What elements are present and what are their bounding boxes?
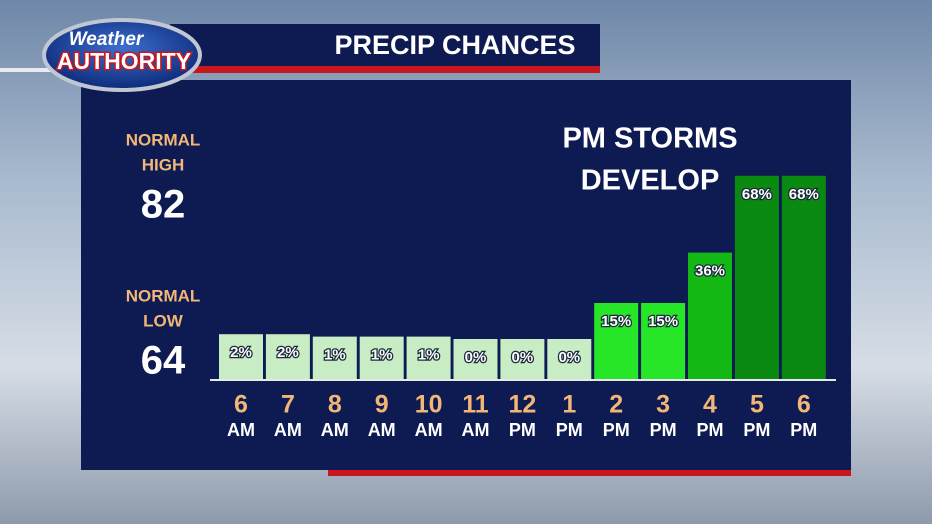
annotation: DEVELOP — [581, 165, 720, 197]
value-label: 2% — [230, 344, 252, 361]
value-label: 1% — [371, 347, 393, 364]
x-tick-label: PM — [509, 420, 536, 440]
x-tick-label: 6 — [797, 391, 811, 419]
value-label: 15% — [648, 313, 678, 330]
bar — [594, 303, 639, 379]
normal-label: LOW — [143, 311, 184, 330]
x-tick-label: AM — [274, 420, 302, 440]
value-label: 15% — [601, 313, 631, 330]
x-tick-label: 5 — [750, 391, 764, 419]
bar — [219, 334, 263, 379]
x-tick-label: AM — [462, 420, 490, 440]
x-tick-label: PM — [603, 420, 630, 440]
x-tick-label: 12 — [508, 391, 536, 419]
x-tick-label: PM — [743, 420, 770, 440]
value-label: 68% — [789, 186, 819, 203]
bar — [406, 336, 451, 379]
bar — [312, 336, 357, 379]
value-label: 0% — [465, 349, 487, 366]
x-tick-label: AM — [227, 420, 255, 440]
x-tick-label: 6 — [234, 391, 248, 419]
bar — [781, 175, 826, 379]
logo-badge — [42, 18, 202, 92]
x-tick-label: 2 — [609, 391, 623, 419]
value-label: 2% — [277, 344, 299, 361]
bar — [547, 339, 592, 379]
value-label: 68% — [742, 186, 772, 203]
annotation: PM STORMS — [562, 123, 737, 155]
normal-label: NORMAL — [126, 286, 201, 305]
bar — [500, 339, 545, 379]
x-tick-label: 4 — [703, 391, 717, 419]
logo-text: Weather — [69, 29, 145, 50]
x-tick-label: PM — [650, 420, 677, 440]
normal-value: 64 — [141, 339, 186, 383]
bar — [641, 303, 686, 379]
value-label: 1% — [418, 347, 440, 364]
x-tick-label: PM — [697, 420, 724, 440]
x-tick-label: 1 — [562, 391, 576, 419]
x-tick-label: 8 — [328, 391, 342, 419]
title-bar — [170, 24, 600, 70]
x-tick-label: 11 — [462, 391, 489, 419]
bar — [688, 252, 732, 379]
x-tick-label: PM — [790, 420, 817, 440]
normal-label: HIGH — [142, 155, 185, 174]
x-tick-label: 10 — [415, 391, 443, 419]
title-stripe — [170, 66, 600, 73]
x-tick-label: AM — [415, 420, 443, 440]
normal-label: NORMAL — [126, 130, 201, 149]
normals: NORMAL HIGH 82 NORMAL LOW 64 — [126, 130, 201, 382]
x-tick-label: PM — [556, 420, 583, 440]
chart-title: PRECIP CHANCES — [334, 30, 575, 60]
x-tick-label: 3 — [656, 391, 670, 419]
value-label: 0% — [512, 349, 534, 366]
bar — [359, 336, 404, 379]
x-tick-label: AM — [321, 420, 349, 440]
x-tick-label: 7 — [281, 391, 295, 419]
accent-stripe — [328, 470, 851, 476]
x-tick-label: 9 — [375, 391, 389, 419]
bar — [734, 175, 779, 379]
bar — [265, 334, 310, 379]
value-label: 0% — [558, 349, 580, 366]
value-label: 1% — [324, 347, 346, 364]
value-label: 36% — [695, 263, 725, 280]
logo-text: AUTHORITY — [57, 48, 191, 74]
x-tick-label: AM — [368, 420, 396, 440]
bar — [453, 339, 498, 379]
normal-value: 82 — [141, 183, 186, 227]
